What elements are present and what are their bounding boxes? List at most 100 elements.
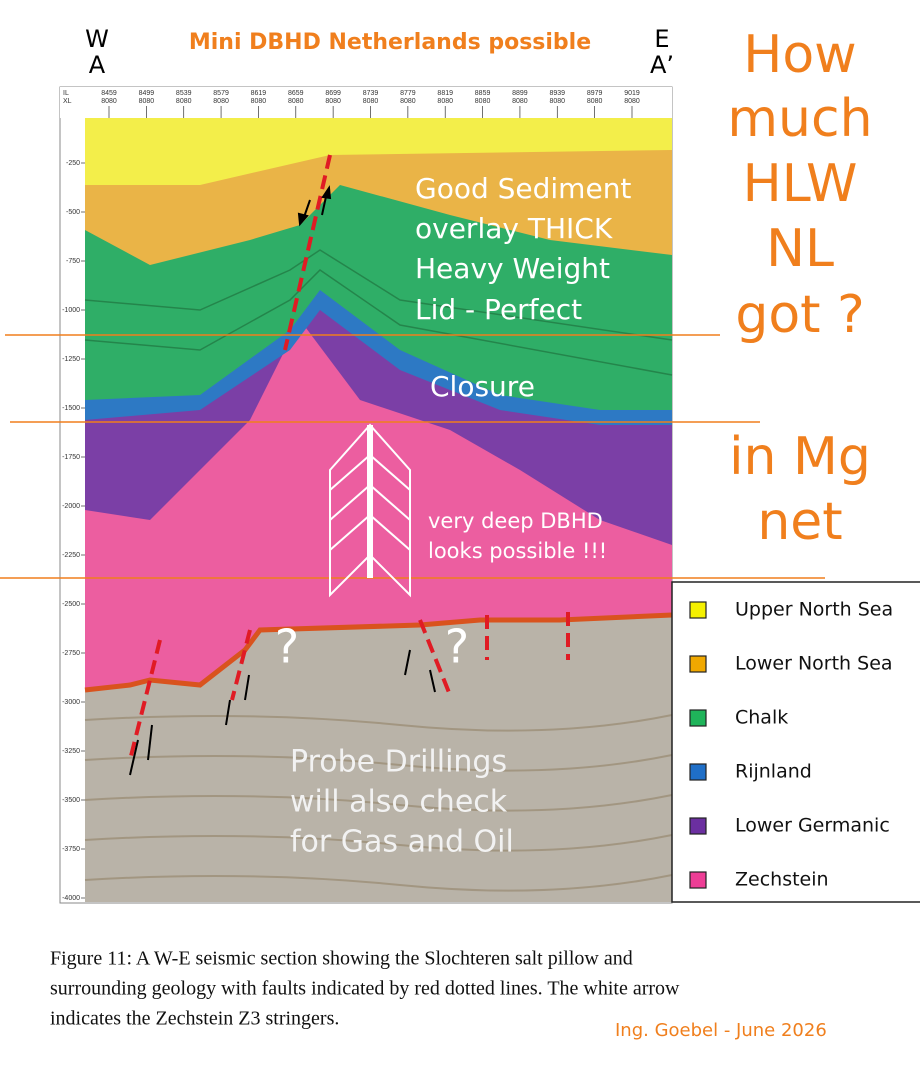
question-mark: ? xyxy=(275,620,299,674)
trace-il: 8459 xyxy=(101,90,117,97)
depth-label: -3250 xyxy=(62,748,80,755)
caption-line: Figure 11: A W-E seismic section showing… xyxy=(50,948,633,970)
depth-label: -3500 xyxy=(62,797,80,804)
trace-xl: 8080 xyxy=(139,98,155,105)
orange-horizon xyxy=(84,612,673,693)
legend-swatch xyxy=(689,817,707,835)
question-mark: ? xyxy=(445,620,469,674)
trace-xl: 8080 xyxy=(251,98,267,105)
seismic-section: ILXL845980808499808085398080857980808619… xyxy=(59,86,673,904)
legend-swatch xyxy=(689,709,707,727)
trace-xl: 8080 xyxy=(325,98,341,105)
trace-xl: 8080 xyxy=(101,98,117,105)
trace-headers: ILXL845980808499808085398080857980808619… xyxy=(63,90,640,118)
note-line: Lid - Perfect xyxy=(415,293,582,326)
west-label: W xyxy=(85,25,109,53)
dbhd-note: looks possible !!! xyxy=(428,539,607,563)
legend-swatch xyxy=(689,601,707,619)
trace-il: 8539 xyxy=(176,90,192,97)
trace-il: 8499 xyxy=(139,90,155,97)
closure-note: Closure xyxy=(430,370,535,403)
probe-note: Probe Drillings will also check for Gas … xyxy=(290,745,514,860)
legend: Upper North Sea Lower North Sea Chalk Rijnl… xyxy=(689,599,893,891)
trace-xl: 8080 xyxy=(475,98,491,105)
trace-il: 8859 xyxy=(475,90,491,97)
trace-xl: 8080 xyxy=(176,98,192,105)
depth-label: -2000 xyxy=(62,503,80,510)
legend-label: Zechstein xyxy=(735,869,829,891)
east-label: A’ xyxy=(650,51,674,79)
note-line: overlay THICK xyxy=(415,212,613,245)
note-line: for Gas and Oil xyxy=(290,825,514,860)
question-line: got ? xyxy=(735,285,864,345)
sediment-note: Good Sediment overlay THICK Heavy Weight… xyxy=(415,172,631,326)
depth-label: -2750 xyxy=(62,650,80,657)
faults xyxy=(128,154,570,761)
question: How much HLW NL got ? in Mg net xyxy=(727,25,872,552)
guide-lines xyxy=(0,334,825,579)
depth-axis: -250 -500 -750 -1000 -1250 -1500 -1750 -2000 -22… xyxy=(62,160,85,902)
trace-il: 8779 xyxy=(400,90,416,97)
trace-xl: 8080 xyxy=(549,98,565,105)
depth-label: -1500 xyxy=(62,405,80,412)
trace-il: 8739 xyxy=(363,90,379,97)
question-line: in Mg xyxy=(729,427,871,487)
trace-header-band xyxy=(60,87,672,118)
caption: Figure 11: A W-E seismic section showing… xyxy=(50,948,680,1030)
trace-il: 8899 xyxy=(512,90,528,97)
drill-arrow xyxy=(329,423,411,598)
note-line: Probe Drillings xyxy=(290,745,507,780)
trace-il: 8699 xyxy=(325,90,341,97)
credit: Ing. Goebel - June 2026 xyxy=(615,1020,827,1041)
question-line: much xyxy=(727,89,872,149)
trace-il: 8579 xyxy=(213,90,229,97)
trace-xl: 8080 xyxy=(400,98,416,105)
depth-label: -3000 xyxy=(62,699,80,706)
axis-label: IL xyxy=(63,90,69,97)
trace-il: 8939 xyxy=(549,90,565,97)
depth-label: -750 xyxy=(66,258,80,265)
title: Mini DBHD Netherlands possible xyxy=(189,30,591,55)
depth-label: -3750 xyxy=(62,846,80,853)
caption-line: surrounding geology with faults indicate… xyxy=(50,978,680,1000)
depth-label: -1250 xyxy=(62,356,80,363)
basement-texture xyxy=(84,714,673,892)
legend-label: Upper North Sea xyxy=(735,599,893,621)
legend-box xyxy=(671,581,920,903)
depth-label: -1750 xyxy=(62,454,80,461)
legend-swatch xyxy=(689,655,707,673)
trace-xl: 8080 xyxy=(288,98,304,105)
legend-label: Lower Germanic xyxy=(735,815,890,837)
note-line: Good Sediment xyxy=(415,172,631,205)
depth-label: -500 xyxy=(66,209,80,216)
dbhd-note: very deep DBHD xyxy=(428,509,603,533)
note-line: Heavy Weight xyxy=(415,252,610,285)
caption-line: indicates the Zechstein Z3 stringers. xyxy=(50,1008,339,1030)
legend-swatch xyxy=(689,763,707,781)
depth-label: -2250 xyxy=(62,552,80,559)
trace-xl: 8080 xyxy=(213,98,229,105)
question-line: NL xyxy=(766,219,834,279)
question-line: HLW xyxy=(743,154,858,214)
trace-il: 8819 xyxy=(437,90,453,97)
trace-xl: 8080 xyxy=(437,98,453,105)
legend-swatch xyxy=(689,871,707,889)
trace-il: 8979 xyxy=(587,90,603,97)
depth-label: -4000 xyxy=(62,895,80,902)
trace-il: 8619 xyxy=(251,90,267,97)
depth-label: -1000 xyxy=(62,307,80,314)
depth-label: -250 xyxy=(66,160,80,167)
west-label: A xyxy=(89,51,106,79)
east-label: E xyxy=(654,25,669,53)
legend-label: Chalk xyxy=(735,707,788,729)
trace-il: 8659 xyxy=(288,90,304,97)
trace-xl: 8080 xyxy=(363,98,379,105)
depth-label: -2500 xyxy=(62,601,80,608)
upper-north-sea-layer xyxy=(85,118,672,185)
legend-label: Lower North Sea xyxy=(735,653,893,675)
trace-xl: 8080 xyxy=(624,98,640,105)
axis-label: XL xyxy=(63,98,72,105)
trace-xl: 8080 xyxy=(512,98,528,105)
question-line: How xyxy=(743,25,856,85)
